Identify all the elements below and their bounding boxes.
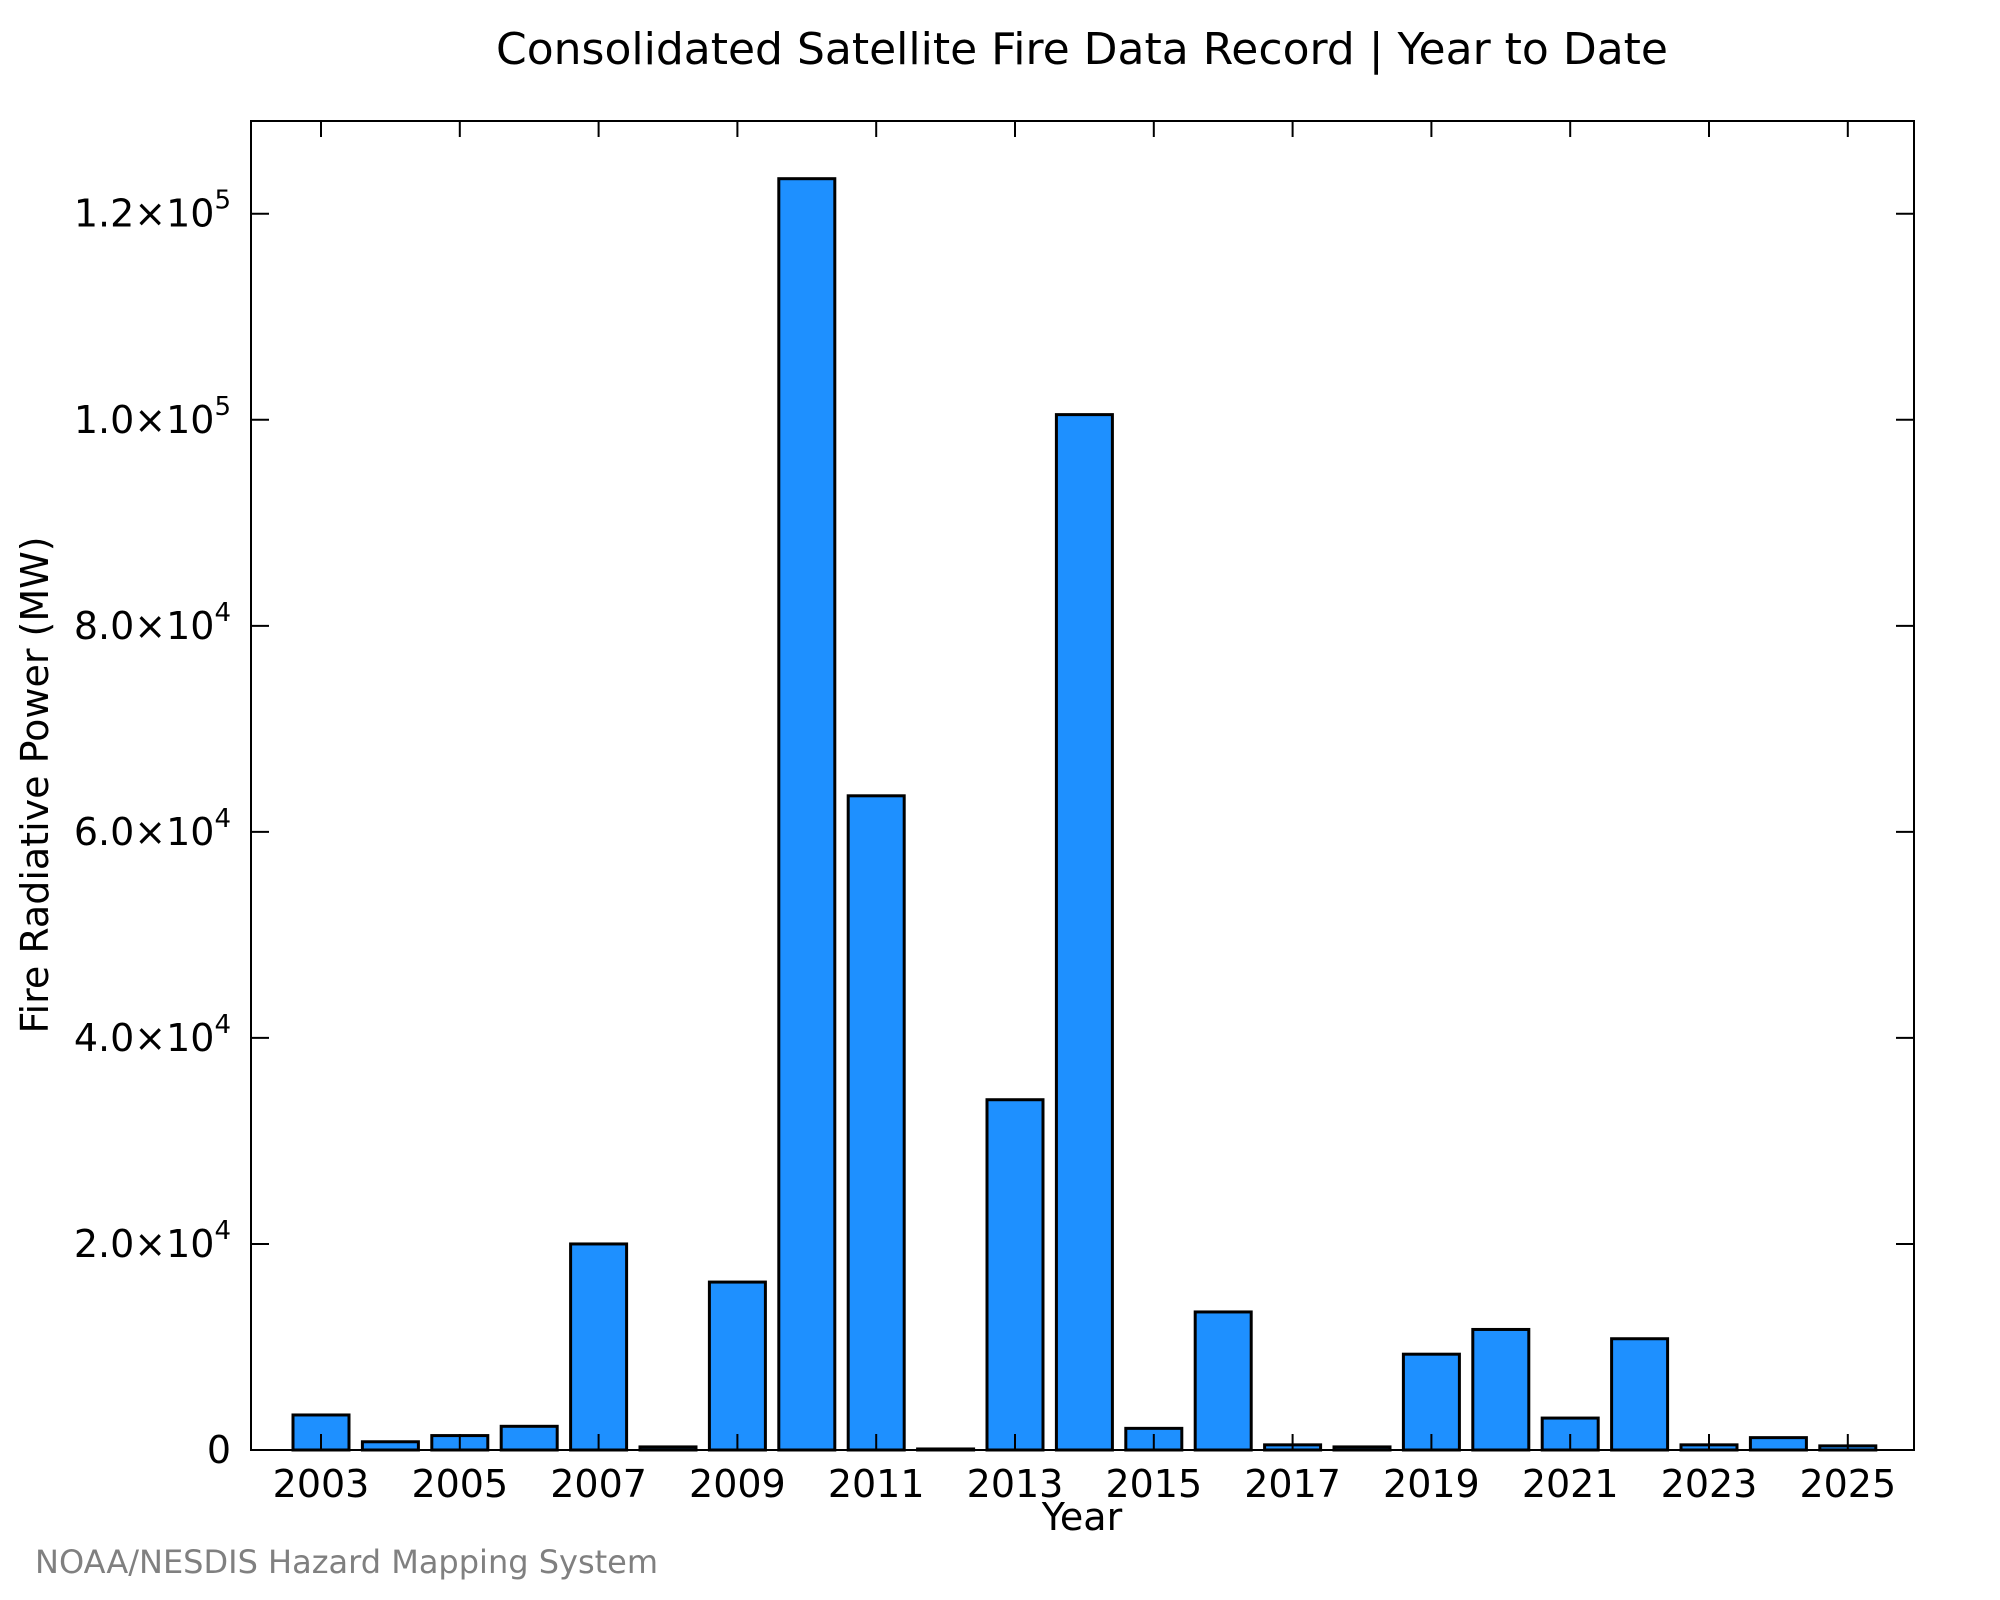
credit-text: NOAA/NESDIS Hazard Mapping System bbox=[35, 1543, 658, 1581]
chart-title: Consolidated Satellite Fire Data Record … bbox=[496, 24, 1668, 75]
y-tick-mantissa: 0 bbox=[207, 1428, 231, 1472]
y-tick-exponent: 4 bbox=[214, 1010, 231, 1040]
x-axis: 2003 2005 2007 2009 2011 2013 2015 2017 2019 2021… bbox=[273, 121, 1896, 1506]
bar-2022 bbox=[1610, 1337, 1670, 1452]
plot-frame bbox=[250, 120, 1915, 1451]
bar-2009 bbox=[707, 1280, 767, 1452]
x-tick-label: 2003 bbox=[273, 1462, 370, 1506]
x-tick-label: 2009 bbox=[689, 1462, 786, 1506]
y-tick-exponent: 4 bbox=[214, 804, 231, 834]
y-tick-exponent: 5 bbox=[214, 392, 231, 422]
y-axis-label: Fire Radiative Power (MW) bbox=[13, 536, 57, 1033]
x-tick-label: 2017 bbox=[1244, 1462, 1341, 1506]
bar-2011 bbox=[846, 794, 906, 1452]
y-tick-label: 2.0×104 bbox=[74, 1216, 231, 1266]
y-tick-label: 1.2×105 bbox=[74, 186, 231, 236]
bar-2024 bbox=[1748, 1436, 1808, 1452]
y-tick-exponent: 4 bbox=[214, 598, 231, 628]
x-axis-label: Year bbox=[1041, 1495, 1123, 1539]
y-axis: 02.0×1044.0×1046.0×1048.0×1041.0×1051.2×… bbox=[74, 186, 1914, 1472]
y-tick-label: 0 bbox=[207, 1428, 231, 1472]
y-tick-label: 1.0×105 bbox=[74, 392, 231, 442]
bar-2007 bbox=[569, 1242, 629, 1452]
x-tick-label: 2025 bbox=[1799, 1462, 1896, 1506]
x-tick-label: 2021 bbox=[1522, 1462, 1619, 1506]
x-tick-label: 2019 bbox=[1383, 1462, 1480, 1506]
bar-2016 bbox=[1193, 1310, 1253, 1452]
x-tick-label: 2011 bbox=[828, 1462, 925, 1506]
x-tick-label: 2013 bbox=[967, 1462, 1064, 1506]
y-tick-mantissa: 1.2×10 bbox=[74, 192, 215, 236]
y-tick-mantissa: 1.0×10 bbox=[74, 398, 215, 442]
y-tick-exponent: 5 bbox=[214, 186, 231, 216]
y-tick-label: 8.0×104 bbox=[74, 598, 231, 648]
bar-2014 bbox=[1054, 413, 1114, 1452]
bar-series bbox=[291, 177, 1878, 1452]
x-tick-label: 2005 bbox=[411, 1462, 508, 1506]
x-tick-label: 2023 bbox=[1661, 1462, 1758, 1506]
bar-2004 bbox=[360, 1440, 420, 1452]
x-tick-label: 2007 bbox=[550, 1462, 647, 1506]
x-tick-label: 2015 bbox=[1105, 1462, 1202, 1506]
y-tick-mantissa: 6.0×10 bbox=[74, 810, 215, 854]
y-tick-mantissa: 2.0×10 bbox=[74, 1222, 215, 1266]
y-tick-mantissa: 8.0×10 bbox=[74, 604, 215, 648]
y-tick-mantissa: 4.0×10 bbox=[74, 1016, 215, 1060]
bar-2006 bbox=[499, 1424, 559, 1452]
bar-2020 bbox=[1471, 1327, 1531, 1452]
y-tick-exponent: 4 bbox=[214, 1216, 231, 1246]
y-tick-label: 6.0×104 bbox=[74, 804, 231, 854]
y-tick-label: 4.0×104 bbox=[74, 1010, 231, 1060]
bar-2013 bbox=[985, 1098, 1045, 1452]
bar-2010 bbox=[777, 177, 837, 1452]
